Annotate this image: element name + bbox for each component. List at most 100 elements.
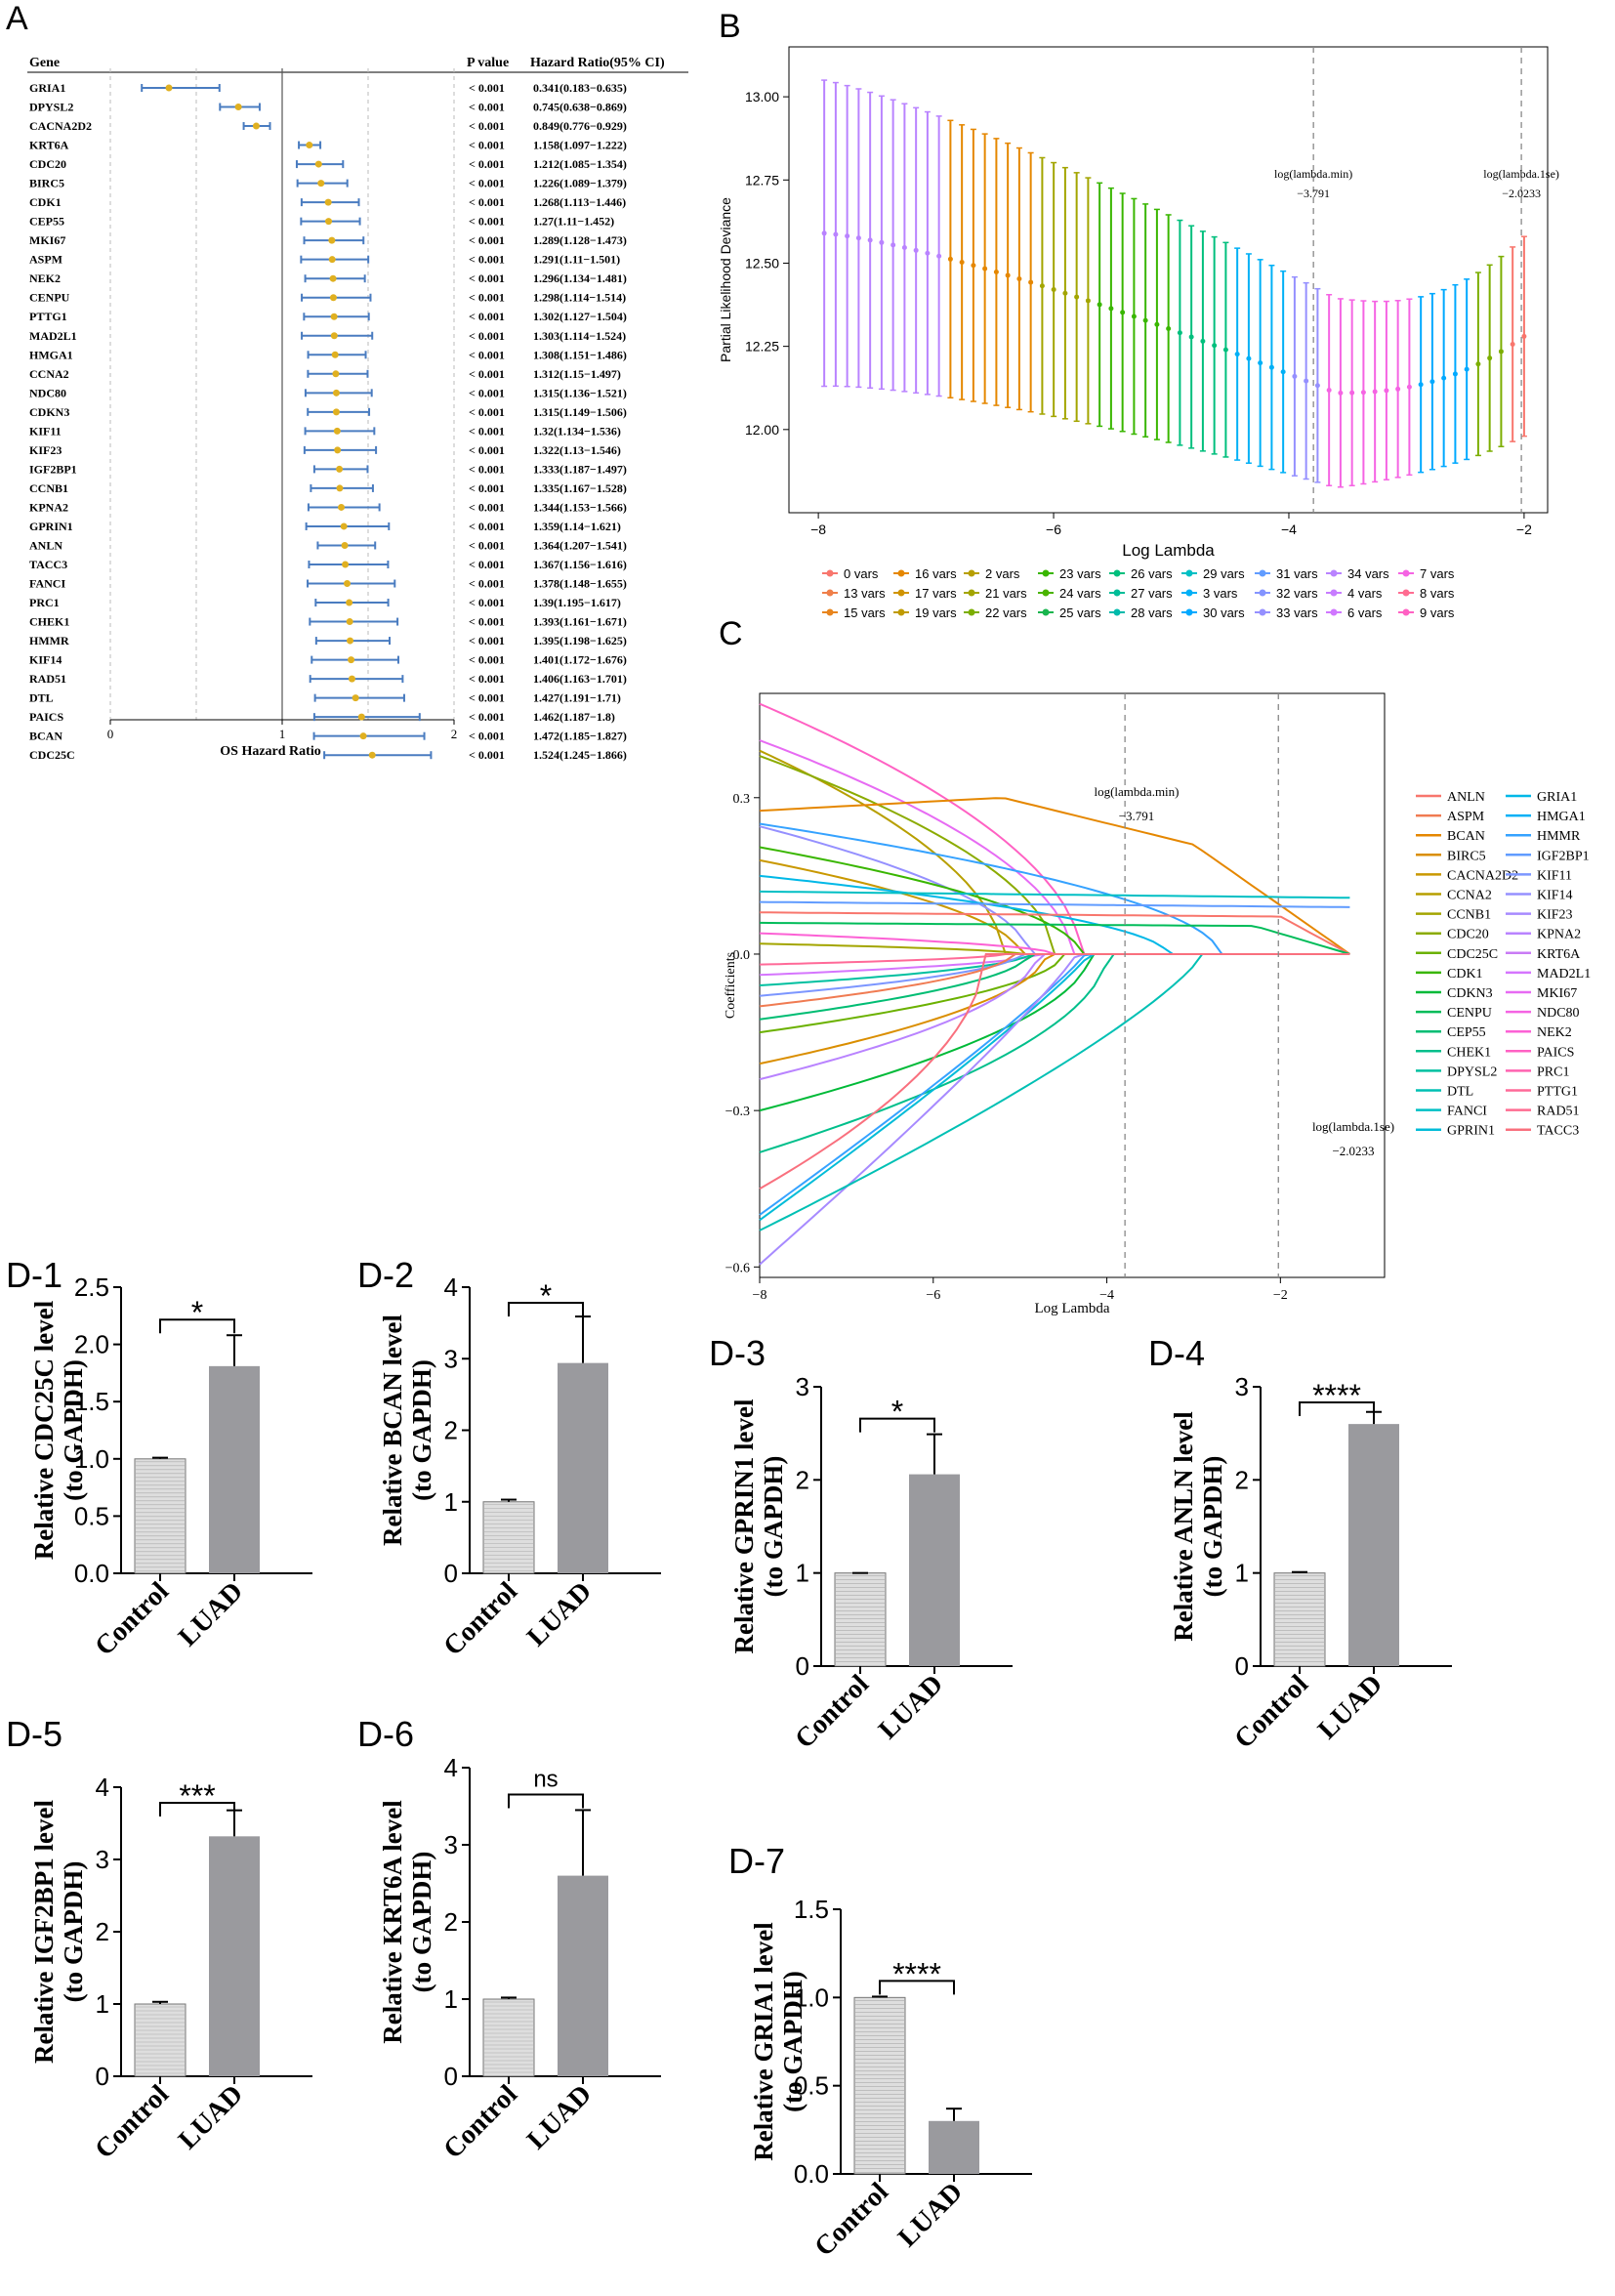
p-value: < 0.001 (469, 596, 505, 609)
hazard-ratio-text: 1.27(1.11−1.452) (533, 215, 614, 229)
bar-category-label: LUAD (173, 2079, 249, 2155)
b-x-tick-label: −2 (1516, 522, 1532, 537)
bar-y-axis-label: Relative IGF2BP1 level (29, 1800, 59, 2064)
bar-y-axis-label-unit: (to GAPDH) (59, 1861, 88, 2003)
legend-swatch-point (1330, 569, 1338, 577)
hazard-ratio-point (348, 675, 355, 683)
bar-category-label: Control (437, 1576, 523, 1662)
b-y-tick-label: 13.00 (745, 89, 779, 104)
p-value: < 0.001 (469, 615, 505, 629)
panel-label-b: B (719, 8, 741, 45)
legend-swatch-point (1402, 569, 1410, 577)
p-value: < 0.001 (469, 691, 505, 705)
panel-label-d-7: D-7 (728, 1841, 785, 1881)
hazard-ratio-point (325, 218, 333, 226)
gene-name: CDK1 (29, 195, 62, 209)
cv-mean-point (993, 269, 999, 274)
c-legend-label: MKI67 (1537, 986, 1577, 1001)
cv-mean-point (1039, 283, 1045, 289)
c-legend-label: CACNA2D2 (1447, 868, 1518, 883)
c-legend-label: IGF2BP1 (1537, 849, 1590, 863)
bar-y-tick-label: 4 (444, 1273, 458, 1302)
hazard-ratio-point (306, 142, 313, 149)
legend-label: 27 vars (1131, 586, 1173, 601)
p-value: < 0.001 (469, 310, 505, 323)
hazard-ratio-point (342, 561, 350, 568)
gene-name: CCNB1 (29, 481, 68, 495)
cv-mean-point (1395, 386, 1401, 392)
c-legend-label: KPNA2 (1537, 928, 1581, 942)
bar-y-tick-label: 2 (96, 1917, 109, 1946)
cv-mean-point (1406, 384, 1412, 390)
hazard-ratio-point (341, 541, 349, 549)
hazard-ratio-point (317, 180, 325, 188)
bar-y-tick-label: 2 (796, 1465, 809, 1494)
c-legend-label: DTL (1447, 1085, 1473, 1100)
cv-mean-point (1521, 333, 1527, 339)
hazard-ratio-text: 1.401(1.172−1.676) (533, 653, 627, 667)
cv-mean-point (1097, 302, 1102, 308)
cv-mean-point (1131, 313, 1137, 319)
gene-name: CDC25C (29, 748, 75, 762)
cv-mean-point (982, 266, 988, 271)
cv-mean-point (913, 247, 919, 253)
gene-name: PRC1 (29, 596, 60, 609)
p-value: < 0.001 (469, 177, 505, 190)
cv-mean-point (1005, 272, 1011, 278)
cv-mean-point (901, 245, 907, 251)
legend-label: 22 vars (985, 605, 1027, 620)
significance-bracket (859, 1417, 935, 1433)
coefficient-path (759, 797, 1350, 955)
bar-y-tick-label: 0 (96, 2062, 109, 2091)
lambda-value: −2.0233 (1502, 187, 1541, 200)
coefficient-path (760, 911, 1350, 955)
c-legend-label: HMGA1 (1537, 810, 1586, 824)
p-value: < 0.001 (469, 119, 505, 133)
lambda-value: −3.791 (1297, 187, 1330, 200)
bar-category-label: LUAD (1312, 1669, 1388, 1745)
hazard-ratio-text: 1.158(1.097−1.222) (533, 139, 627, 152)
hazard-ratio-text: 1.364(1.207−1.541) (533, 538, 627, 552)
hazard-ratio-point (344, 580, 352, 588)
legend-label: 6 vars (1347, 605, 1383, 620)
hazard-ratio-point (329, 294, 337, 302)
cv-mean-point (821, 230, 827, 236)
hazard-ratio-point (336, 484, 344, 492)
hazard-ratio-point (352, 694, 359, 702)
significance-label: **** (892, 1956, 941, 1991)
legend-swatch-point (1042, 569, 1050, 577)
gene-name: ASPM (29, 253, 62, 267)
bar-y-tick-label: 1 (444, 1487, 458, 1517)
hazard-ratio-text: 1.393(1.161−1.671) (533, 615, 627, 629)
legend-label: 30 vars (1203, 605, 1245, 620)
p-value: < 0.001 (469, 558, 505, 571)
c-x-tick-label: −8 (753, 1288, 767, 1303)
gene-name: CEP55 (29, 215, 64, 229)
forest-x-tick-label: 0 (107, 727, 114, 741)
p-value: < 0.001 (469, 101, 505, 114)
bar-luad (209, 1836, 260, 2076)
p-value: < 0.001 (469, 481, 505, 495)
cv-mean-point (1429, 379, 1435, 385)
bar-y-tick-label: 1.0 (74, 1444, 109, 1474)
gene-name: KIF14 (29, 653, 62, 667)
bar-y-tick-label: 2 (1235, 1465, 1249, 1494)
legend-label: 4 vars (1347, 586, 1383, 601)
legend-label: 0 vars (844, 566, 879, 581)
cv-mean-point (855, 235, 861, 241)
bar-category-label: LUAD (521, 2079, 598, 2155)
c-x-tick-label: −6 (926, 1288, 940, 1303)
gene-name: DTL (29, 691, 54, 705)
bar-control (853, 1996, 906, 2175)
bar-y-tick-label: 0.0 (74, 1559, 109, 1588)
legend-label: 34 vars (1347, 566, 1389, 581)
panel-d-4: D-4 0 1 2 3 Relative ANLN level (to GAPDH) Cont… (1148, 1333, 1452, 1755)
forest-x-tick-label: 1 (279, 727, 286, 741)
significance-bracket (508, 1793, 584, 1809)
c-legend-label: CDC25C (1447, 947, 1498, 962)
bar-y-axis-label-unit: (to GAPDH) (778, 1971, 808, 2112)
c-legend-label: CDC20 (1447, 928, 1489, 942)
hazard-ratio-text: 1.39(1.195−1.617) (533, 596, 621, 609)
legend-label: 13 vars (844, 586, 886, 601)
